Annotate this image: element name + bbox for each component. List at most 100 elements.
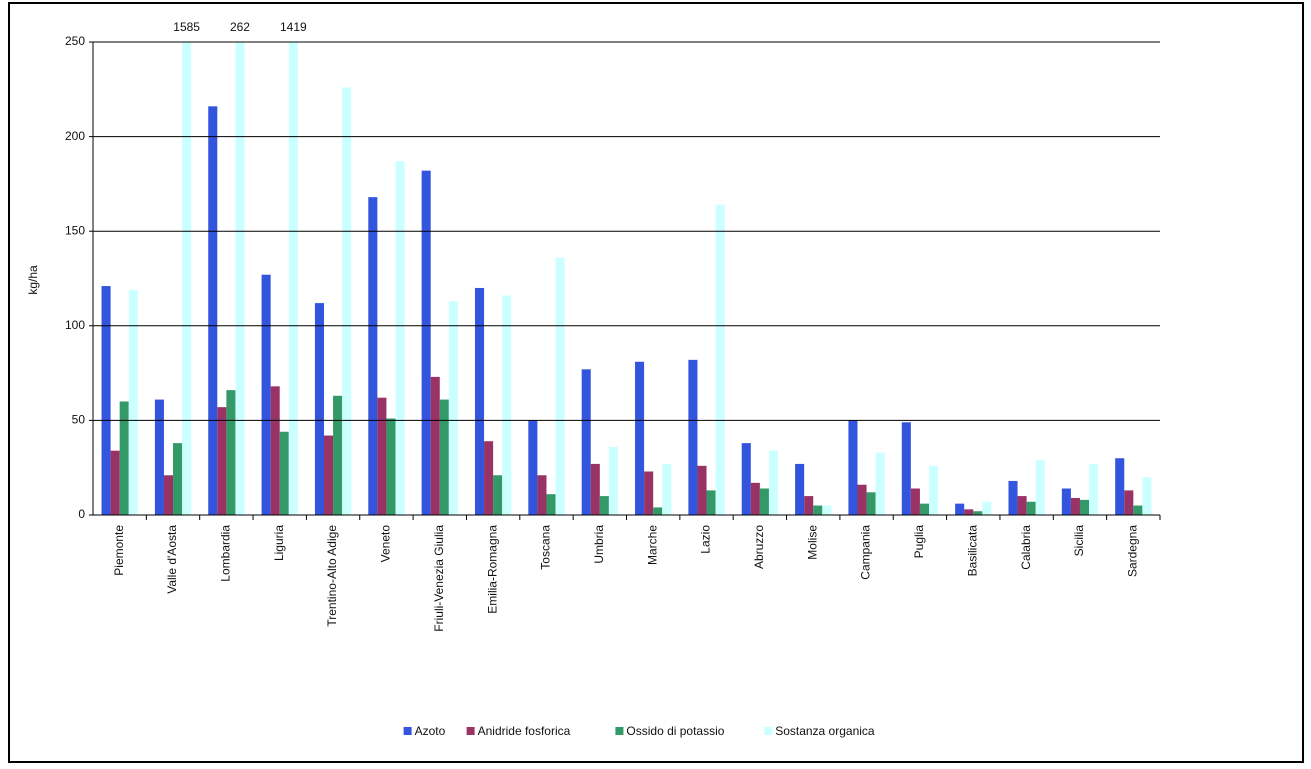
bar: [235, 42, 245, 516]
bar: [919, 503, 929, 515]
bar: [848, 420, 858, 515]
legend-swatch: [615, 727, 624, 735]
bars: [101, 42, 1152, 516]
overflow-label: 1585: [173, 20, 200, 34]
bar: [182, 42, 192, 515]
legend-label: Ossido di potassio: [626, 724, 724, 738]
bar: [964, 509, 974, 515]
bar: [261, 274, 271, 515]
x-tick-label: Lombardia: [219, 525, 233, 582]
overflow-label: 1419: [280, 20, 307, 34]
bar: [279, 431, 289, 515]
bar: [901, 422, 911, 515]
x-tick-label: Campania: [859, 525, 873, 580]
x-tick-label: Veneto: [379, 525, 393, 563]
bar: [368, 197, 378, 516]
bar: [128, 289, 138, 515]
legend-swatch: [466, 727, 475, 735]
bar: [448, 301, 458, 515]
bar: [555, 257, 565, 515]
bar: [688, 359, 698, 515]
bar: [706, 490, 716, 515]
bar: [635, 361, 645, 515]
legend-label: Sostanza organica: [775, 724, 875, 738]
x-tick-label: Lazio: [699, 525, 713, 554]
bar: [590, 463, 600, 515]
bar: [581, 369, 591, 515]
x-tick-label: Umbria: [592, 525, 606, 564]
x-tick-label: Valle d'Aosta: [165, 525, 179, 594]
bar: [217, 407, 227, 515]
legend-swatch: [764, 727, 773, 735]
x-tick-label: Friuli-Venezia Giulia: [432, 525, 446, 632]
bar: [1142, 477, 1152, 515]
bar: [875, 452, 885, 515]
x-tick-label: Trentino-Alto Adige: [325, 525, 339, 627]
bar: [644, 471, 654, 515]
bar: [119, 401, 129, 515]
bar: [493, 475, 503, 515]
bar: [528, 420, 538, 515]
bar: [270, 386, 280, 515]
x-tick-label: Piemonte: [112, 525, 126, 576]
bar: [608, 446, 618, 515]
bar: [421, 170, 431, 515]
x-tick-label: Basilicata: [965, 525, 979, 577]
bar: [697, 465, 707, 515]
bar: [474, 287, 485, 515]
bar: [1070, 497, 1080, 515]
bar: [715, 204, 725, 515]
bar: [546, 494, 556, 515]
legend-swatch: [403, 727, 412, 735]
bar: [813, 505, 823, 515]
bar: [314, 303, 325, 515]
bar: [857, 484, 867, 515]
x-tick-label: Abruzzo: [752, 525, 766, 569]
y-tick-label: 150: [65, 223, 85, 237]
x-tick-label: Marche: [645, 525, 659, 565]
bar: [804, 496, 814, 515]
x-tick-label: Calabria: [1019, 525, 1033, 570]
bar: [439, 399, 449, 515]
x-tick-label: Sardegna: [1125, 525, 1139, 577]
x-tick-label: Sicilia: [1072, 525, 1086, 557]
bar: [208, 106, 218, 515]
bar: [502, 295, 512, 515]
bar: [1089, 463, 1099, 515]
bar: [484, 441, 494, 515]
bar: [910, 488, 920, 515]
bar: [982, 501, 992, 515]
bar: [101, 286, 111, 515]
bar: [1017, 496, 1027, 515]
y-tick-label: 50: [72, 413, 86, 427]
x-tick-label: Puglia: [912, 525, 926, 559]
bar: [759, 488, 769, 515]
bar: [928, 465, 939, 515]
bar: [973, 511, 983, 515]
bar: [653, 507, 663, 515]
legend-label: Azoto: [415, 724, 446, 738]
bar: [537, 475, 547, 515]
bar: [324, 435, 334, 515]
bar: [599, 496, 609, 515]
x-tick-label: Toscana: [539, 525, 553, 570]
y-tick-label: 100: [65, 318, 85, 332]
bar: [226, 390, 236, 515]
bar: [768, 450, 779, 515]
bar: [1133, 505, 1143, 515]
bar: [430, 376, 440, 515]
y-axis-label: kg/ha: [26, 265, 40, 295]
bar: [1026, 501, 1036, 515]
bar: [1008, 480, 1018, 515]
bar: [955, 503, 965, 515]
overflow-label: 262: [230, 20, 250, 34]
bar: [662, 463, 672, 515]
bar: [866, 492, 876, 515]
x-tick-label: Molise: [805, 525, 819, 560]
bar: [154, 399, 164, 515]
bar: [1035, 460, 1045, 515]
bar: [822, 505, 832, 515]
bar: [1124, 490, 1134, 515]
bar: [333, 395, 343, 515]
